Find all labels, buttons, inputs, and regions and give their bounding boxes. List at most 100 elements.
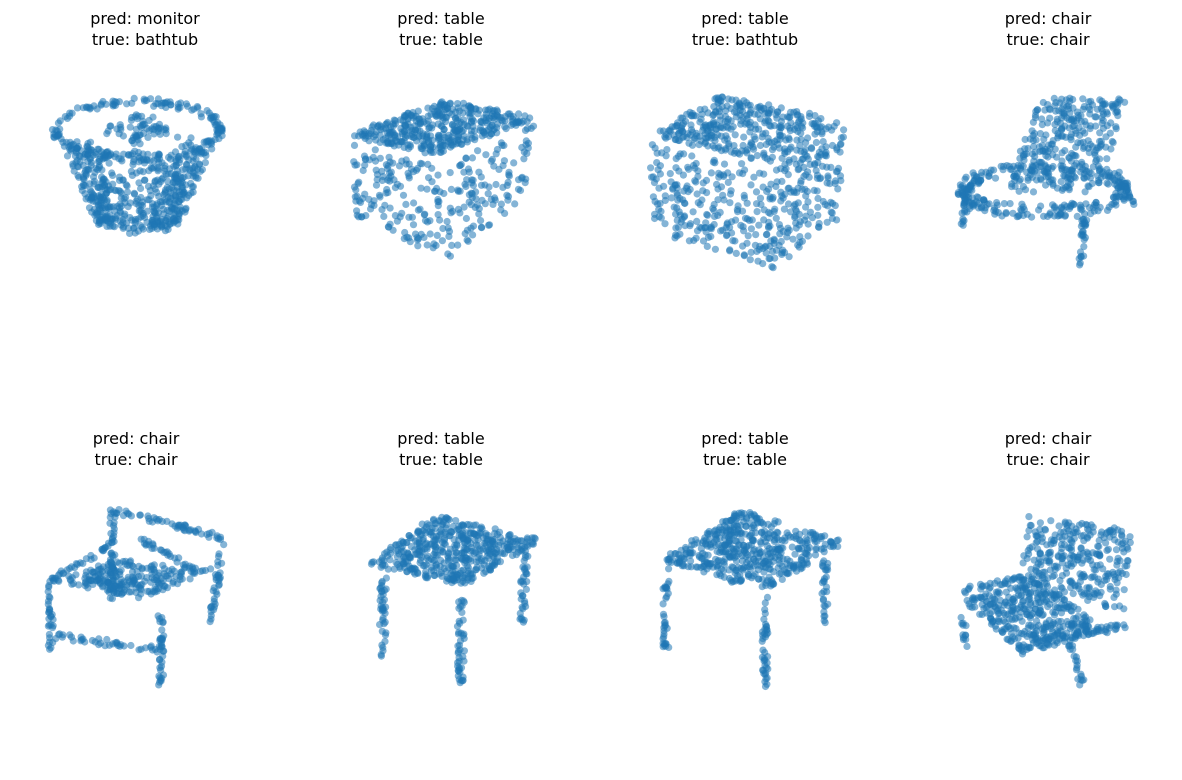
cloud-point bbox=[523, 541, 531, 549]
cloud-point bbox=[110, 588, 118, 596]
cloud-point bbox=[102, 205, 110, 213]
cloud-point bbox=[707, 540, 715, 548]
cloud-point bbox=[744, 570, 752, 578]
cloud-point bbox=[777, 124, 785, 132]
cloud-point bbox=[1080, 243, 1088, 251]
cloud-point bbox=[485, 126, 493, 134]
cloud-point bbox=[501, 123, 509, 131]
cloud-point bbox=[480, 114, 488, 122]
cloud-point bbox=[85, 103, 93, 111]
cloud-point bbox=[1113, 579, 1121, 587]
cloud-point bbox=[1018, 200, 1026, 208]
cloud-point bbox=[1073, 212, 1081, 220]
cloud-point bbox=[391, 120, 399, 128]
cloud-point bbox=[1066, 554, 1074, 562]
cloud-point bbox=[497, 139, 505, 147]
point-cloud bbox=[367, 513, 539, 687]
cloud-point bbox=[1112, 201, 1120, 209]
cloud-point bbox=[52, 635, 60, 643]
cloud-point bbox=[781, 534, 789, 542]
cloud-point bbox=[761, 678, 769, 686]
cloud-point bbox=[521, 597, 529, 605]
cloud-point bbox=[1086, 122, 1095, 130]
cloud-point bbox=[491, 529, 499, 537]
cloud-point bbox=[102, 153, 110, 162]
cloud-point bbox=[381, 201, 389, 209]
cloud-point bbox=[1024, 144, 1032, 153]
cloud-point bbox=[1029, 118, 1037, 126]
cloud-point bbox=[812, 166, 820, 175]
cloud-point bbox=[704, 233, 712, 241]
cloud-point bbox=[755, 221, 763, 229]
cloud-point bbox=[400, 548, 408, 556]
cloud-point bbox=[210, 595, 218, 603]
cloud-point bbox=[691, 134, 699, 142]
cloud-point bbox=[1118, 569, 1126, 577]
cloud-point bbox=[1107, 145, 1115, 153]
cloud-point bbox=[137, 206, 145, 214]
cloud-point bbox=[490, 162, 498, 170]
cloud-point bbox=[747, 225, 755, 233]
subplot-4: pred: chair true: chair bbox=[903, 0, 1182, 360]
cloud-point bbox=[437, 556, 445, 565]
cloud-point bbox=[472, 566, 480, 574]
cloud-point bbox=[471, 203, 479, 212]
cloud-point bbox=[71, 152, 79, 160]
cloud-point bbox=[1070, 173, 1078, 181]
cloud-point bbox=[675, 167, 683, 175]
cloud-point bbox=[457, 160, 465, 168]
cloud-point bbox=[519, 592, 527, 600]
cloud-point bbox=[797, 129, 805, 137]
cloud-point bbox=[789, 235, 797, 243]
cloud-point bbox=[106, 571, 114, 579]
cloud-point bbox=[458, 596, 466, 604]
cloud-point bbox=[469, 222, 478, 230]
cloud-point bbox=[94, 158, 102, 166]
cloud-point bbox=[819, 595, 827, 603]
point-cloud-plot bbox=[647, 93, 848, 272]
cloud-point bbox=[751, 110, 759, 118]
cloud-point bbox=[410, 199, 418, 207]
cloud-point bbox=[395, 162, 404, 170]
cloud-point bbox=[730, 142, 738, 150]
cloud-point bbox=[390, 176, 398, 184]
cloud-point bbox=[792, 160, 800, 168]
cloud-point bbox=[1086, 210, 1095, 218]
cloud-point bbox=[444, 250, 452, 258]
cloud-point bbox=[776, 230, 784, 238]
cloud-point bbox=[69, 160, 77, 168]
cloud-point bbox=[456, 187, 464, 195]
cloud-point bbox=[761, 633, 769, 641]
cloud-point bbox=[449, 575, 457, 583]
cloud-point bbox=[463, 554, 471, 562]
cloud-point bbox=[130, 94, 138, 102]
cloud-point bbox=[810, 186, 818, 194]
cloud-point bbox=[97, 190, 105, 198]
cloud-point bbox=[179, 166, 187, 174]
cloud-point bbox=[737, 536, 745, 544]
cloud-point bbox=[414, 133, 422, 141]
cloud-point bbox=[796, 233, 804, 241]
cloud-point bbox=[1026, 135, 1034, 143]
cloud-point bbox=[726, 223, 734, 231]
cloud-point bbox=[107, 549, 116, 557]
cloud-point bbox=[654, 200, 662, 208]
cloud-point bbox=[742, 522, 750, 530]
cloud-point bbox=[775, 221, 783, 229]
cloud-point bbox=[162, 124, 170, 132]
cloud-point bbox=[723, 135, 731, 143]
cloud-point bbox=[688, 152, 696, 160]
cloud-point bbox=[1045, 549, 1053, 557]
cloud-point bbox=[805, 112, 813, 121]
cloud-point bbox=[801, 528, 809, 536]
cloud-point bbox=[362, 212, 370, 220]
cloud-point bbox=[647, 164, 655, 172]
cloud-point bbox=[1058, 186, 1066, 194]
cloud-point bbox=[432, 561, 440, 570]
cloud-point bbox=[673, 204, 681, 212]
cloud-point bbox=[1063, 203, 1071, 211]
cloud-point bbox=[991, 210, 999, 218]
cloud-point bbox=[765, 565, 773, 573]
cloud-point bbox=[381, 631, 390, 639]
cloud-point bbox=[990, 204, 999, 212]
